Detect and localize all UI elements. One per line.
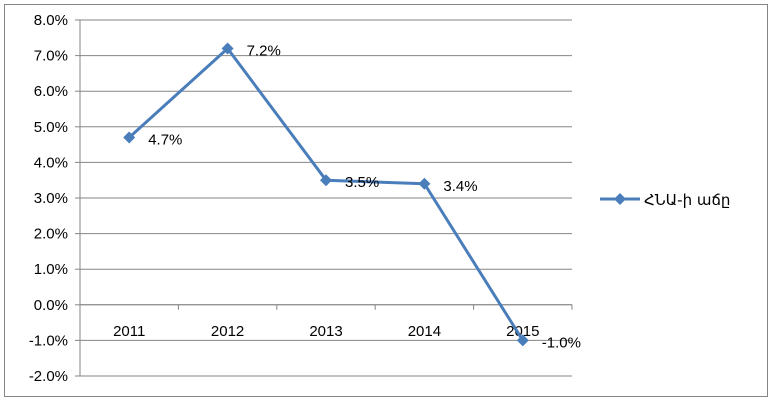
data-label: 7.2% [247, 42, 281, 59]
y-tick-label: 4.0% [34, 154, 68, 171]
data-label: 4.7% [148, 131, 182, 148]
y-tick-label: 1.0% [34, 261, 68, 278]
chart-frame [4, 4, 768, 397]
x-tick-label: 2013 [309, 323, 342, 340]
y-axis: 8.0% 7.0% 6.0% 5.0% 4.0% 3.0% 2.0% 1.0% 0.0% -1.0… [29, 12, 81, 385]
y-tick-label: 7.0% [34, 48, 68, 65]
x-tick-label: 2011 [113, 323, 145, 340]
y-tick-label: 3.0% [34, 190, 68, 207]
y-tick-label: 2.0% [34, 226, 68, 243]
data-point [320, 174, 332, 187]
x-axis: 2011 2012 2013 2014 2015 [79, 304, 573, 340]
legend: ՀՆԱ-ի աճը [600, 191, 730, 209]
data-label: 3.5% [345, 174, 379, 191]
data-point [221, 42, 234, 55]
data-label: 3.4% [443, 178, 477, 195]
data-point [516, 334, 529, 347]
y-tick-label: -1.0% [29, 332, 68, 349]
legend-marker [614, 193, 626, 205]
legend-label: ՀՆԱ-ի աճը [644, 191, 730, 209]
data-point [418, 177, 431, 190]
y-tick-label: 6.0% [34, 83, 68, 100]
x-tick-label: 2014 [408, 323, 441, 340]
y-tick-label: 0.0% [34, 297, 68, 314]
x-tick-label: 2012 [211, 323, 244, 340]
y-tick-label: 8.0% [34, 12, 68, 29]
data-label: -1.0% [542, 334, 581, 351]
y-tick-label: 5.0% [34, 119, 68, 136]
series-group: 4.7% 7.2% 3.5% 3.4% -1.0% [123, 42, 581, 351]
y-tick-label: -2.0% [29, 368, 68, 385]
data-point [123, 131, 136, 144]
